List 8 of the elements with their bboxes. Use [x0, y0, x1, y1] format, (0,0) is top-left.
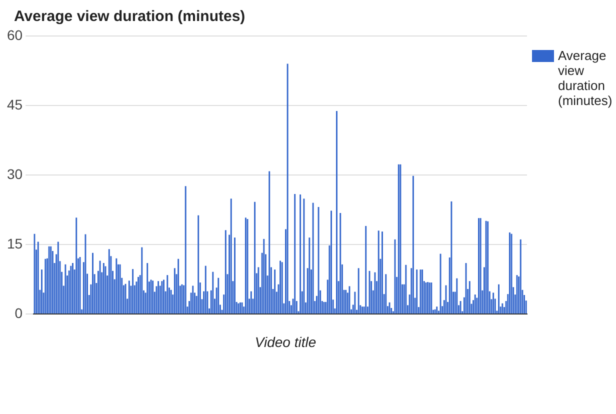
- y-tick-label: 15: [6, 235, 23, 252]
- y-tick-label: 0: [14, 304, 23, 321]
- chart-title: Average view duration (minutes): [14, 8, 246, 25]
- y-tick-label: 45: [6, 96, 23, 112]
- legend-label: Average view duration (minutes): [558, 48, 614, 108]
- y-tick-label: 60: [6, 26, 23, 43]
- x-axis-title: Video title: [254, 334, 318, 350]
- y-tick-label: 30: [6, 166, 23, 182]
